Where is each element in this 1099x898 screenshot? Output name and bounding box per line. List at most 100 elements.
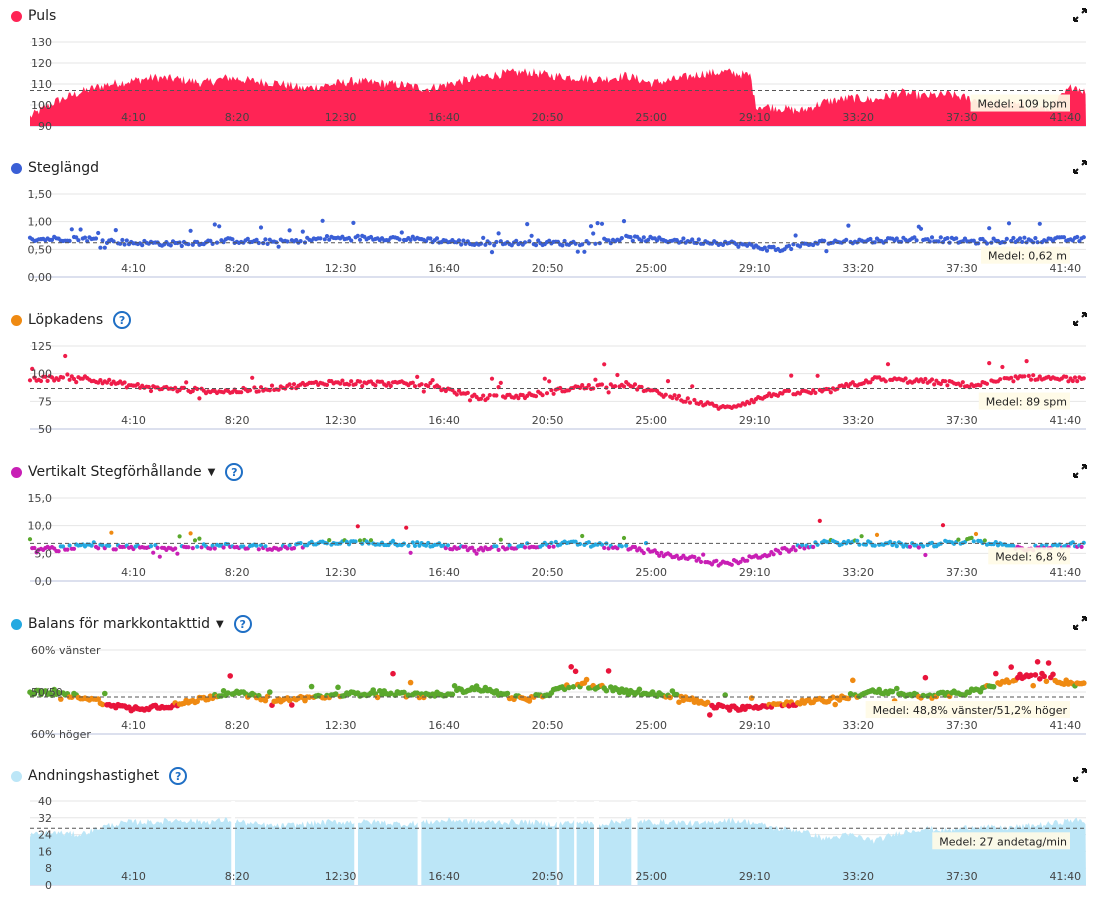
expand-icon[interactable] bbox=[1073, 8, 1087, 22]
data-point bbox=[195, 544, 200, 549]
data-point bbox=[74, 380, 79, 385]
data-point bbox=[1004, 236, 1009, 241]
data-point bbox=[572, 668, 579, 675]
average-label-bg bbox=[970, 94, 1070, 112]
data-point bbox=[263, 544, 268, 549]
data-point bbox=[186, 545, 191, 550]
data-point bbox=[60, 375, 66, 380]
legend-dot-icon bbox=[11, 618, 22, 630]
expand-icon[interactable] bbox=[1073, 616, 1087, 630]
x-tick-label: 16:40 bbox=[428, 566, 460, 579]
data-point bbox=[771, 244, 776, 249]
data-point bbox=[298, 239, 303, 244]
data-point bbox=[313, 379, 319, 385]
data-point bbox=[27, 537, 33, 542]
data-point bbox=[681, 236, 686, 241]
data-point bbox=[289, 385, 294, 391]
data-point bbox=[978, 383, 983, 388]
data-point bbox=[714, 558, 719, 563]
expand-icon[interactable] bbox=[1073, 464, 1087, 478]
data-point bbox=[771, 552, 776, 557]
chart-title-text: Vertikalt Stegförhållande bbox=[28, 464, 202, 480]
data-point bbox=[287, 543, 292, 548]
data-point bbox=[291, 546, 297, 551]
data-point bbox=[399, 230, 404, 235]
data-point bbox=[982, 538, 987, 543]
data-point bbox=[916, 545, 921, 550]
x-tick-label: 29:10 bbox=[739, 566, 771, 579]
data-point bbox=[324, 382, 330, 387]
x-tick-label: 37:30 bbox=[946, 414, 978, 427]
data-point bbox=[929, 377, 935, 382]
data-point bbox=[410, 380, 415, 385]
x-tick-label: 25:00 bbox=[635, 414, 667, 427]
data-point bbox=[481, 393, 486, 398]
data-point bbox=[483, 242, 488, 247]
data-point bbox=[487, 393, 492, 398]
data-point bbox=[355, 233, 360, 238]
chart-panel-steglangd: 1,50 1,00 0,50 0,00 4:10 8:20 12:30 16:40 20:50 2… bbox=[0, 152, 1099, 304]
data-point bbox=[481, 235, 486, 240]
data-point bbox=[1061, 235, 1067, 240]
data-point bbox=[1033, 236, 1038, 241]
data-point bbox=[746, 703, 753, 710]
legend-dot-icon bbox=[11, 466, 22, 478]
x-tick-label: 20:50 bbox=[532, 566, 564, 579]
data-point bbox=[308, 683, 315, 690]
data-point bbox=[306, 694, 313, 700]
data-point bbox=[58, 696, 64, 702]
x-tick-label: 8:20 bbox=[225, 262, 250, 275]
data-point bbox=[327, 237, 332, 242]
data-point bbox=[1024, 359, 1029, 364]
x-tick-label: 37:30 bbox=[946, 111, 978, 124]
data-point bbox=[478, 396, 484, 401]
y-tick-label: 0,50 bbox=[28, 243, 53, 256]
data-point bbox=[286, 697, 293, 704]
data-point bbox=[287, 382, 292, 387]
data-point bbox=[943, 379, 948, 384]
data-point bbox=[1006, 679, 1012, 686]
data-point bbox=[496, 231, 501, 236]
gridlines bbox=[30, 345, 1086, 430]
expand-icon[interactable] bbox=[1073, 160, 1087, 174]
data-point bbox=[212, 222, 217, 227]
data-point bbox=[1011, 379, 1016, 384]
data-point bbox=[929, 235, 935, 240]
help-icon[interactable]: ? bbox=[113, 311, 132, 329]
data-point bbox=[918, 226, 924, 231]
data-point bbox=[1022, 235, 1027, 240]
data-point bbox=[148, 388, 154, 394]
data-point bbox=[745, 558, 750, 563]
data-point bbox=[544, 391, 550, 396]
data-point bbox=[584, 385, 589, 391]
dropdown-caret-icon[interactable]: ▼ bbox=[216, 618, 224, 630]
expand-icon[interactable] bbox=[1073, 312, 1087, 326]
x-tick-label: 29:10 bbox=[739, 870, 771, 883]
help-icon[interactable]: ? bbox=[169, 767, 188, 785]
x-tick-label: 33:20 bbox=[842, 719, 874, 732]
expand-icon[interactable] bbox=[1073, 768, 1087, 782]
data-point bbox=[357, 538, 363, 543]
data-point bbox=[791, 242, 796, 247]
data-point bbox=[256, 547, 261, 552]
data-point bbox=[894, 685, 900, 692]
help-icon[interactable]: ? bbox=[233, 615, 252, 633]
x-tick-label: 4:10 bbox=[121, 566, 146, 579]
data-point bbox=[390, 670, 396, 677]
dropdown-caret-icon[interactable]: ▼ bbox=[207, 466, 216, 478]
data-point bbox=[738, 559, 743, 564]
legend-dot-icon bbox=[11, 10, 22, 22]
data-point bbox=[43, 374, 48, 379]
data-point bbox=[208, 546, 213, 551]
help-icon[interactable]: ? bbox=[225, 463, 244, 481]
data-point bbox=[720, 242, 726, 247]
data-point bbox=[454, 392, 459, 397]
data-point bbox=[434, 236, 440, 241]
data-point bbox=[353, 539, 358, 544]
data-point bbox=[465, 390, 470, 395]
data-point bbox=[190, 388, 195, 394]
data-point bbox=[855, 538, 860, 543]
data-point bbox=[605, 668, 612, 674]
chart-title-steglangd: Steglängd bbox=[11, 158, 99, 178]
data-point bbox=[586, 540, 591, 545]
